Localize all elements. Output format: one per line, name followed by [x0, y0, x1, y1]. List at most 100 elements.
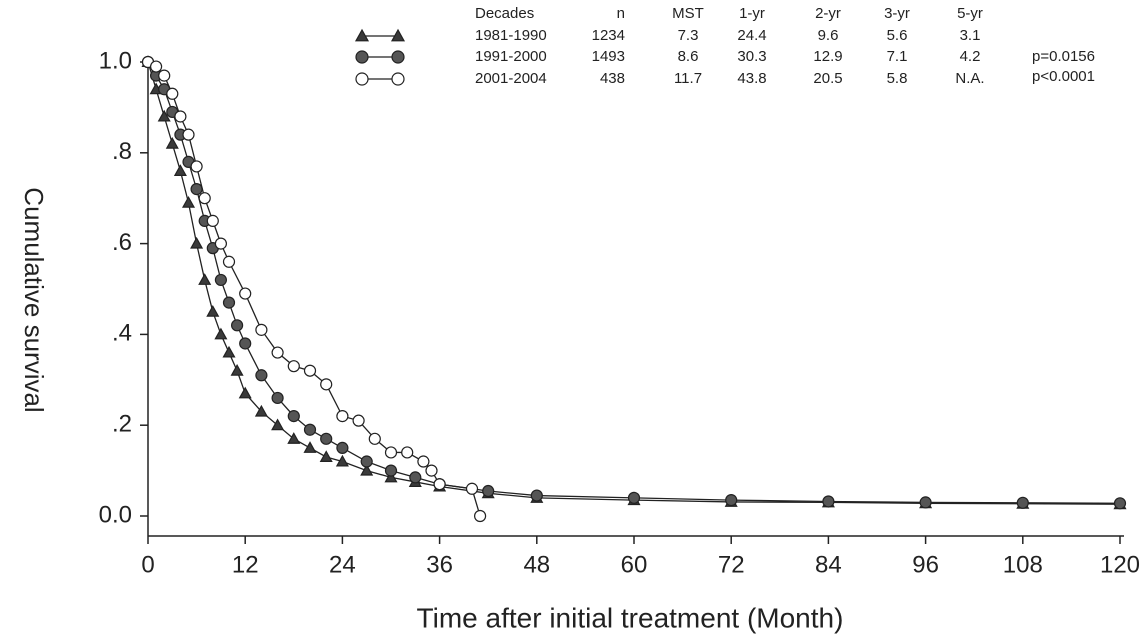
table-cell: 11.7: [674, 70, 702, 87]
marker: [231, 319, 244, 332]
x-tick-label: 48: [523, 551, 550, 578]
table-header: 3-yr: [884, 5, 910, 22]
table-cell: 1234: [592, 27, 625, 44]
marker: [401, 446, 414, 459]
marker: [474, 509, 487, 523]
y-tick-label: .6: [112, 229, 132, 256]
x-tick-label: 12: [232, 551, 259, 578]
table-cell: 1493: [592, 48, 625, 65]
table-header: Decades: [475, 5, 534, 22]
table-header: n: [617, 5, 625, 22]
table-cell: 7.1: [887, 48, 908, 65]
table-header: 5-yr: [957, 5, 983, 22]
marker: [384, 464, 398, 477]
table-cell: 4.2: [960, 48, 981, 65]
marker: [190, 183, 203, 196]
marker: [182, 128, 195, 141]
marker: [222, 255, 236, 268]
x-tick-label: 96: [912, 551, 939, 578]
marker: [214, 327, 228, 340]
marker: [254, 404, 268, 417]
marker: [336, 441, 349, 454]
marker: [165, 136, 179, 149]
x-tick-label: 0: [141, 551, 154, 578]
x-tick-label: 108: [1003, 551, 1043, 578]
y-tick-label: 1.0: [99, 47, 132, 74]
marker: [425, 464, 438, 477]
marker: [287, 432, 301, 444]
y-axis-label: Cumulative survival: [19, 187, 49, 412]
table-cell: 43.8: [737, 70, 766, 87]
legend-label: 2001-2004: [475, 70, 547, 87]
marker: [214, 273, 227, 287]
table-cell: 3.1: [960, 27, 981, 44]
marker: [255, 369, 268, 382]
marker: [320, 432, 333, 445]
table-cell: 20.5: [813, 70, 842, 87]
marker: [157, 109, 171, 122]
marker: [725, 494, 738, 507]
y-tick-label: .2: [112, 411, 132, 438]
marker: [214, 237, 227, 250]
marker: [239, 337, 252, 350]
marker: [360, 455, 373, 468]
marker: [271, 418, 285, 431]
marker: [822, 495, 835, 508]
marker: [174, 110, 187, 123]
p-value: p=0.0156: [1032, 48, 1095, 65]
table-cell: N.A.: [955, 70, 984, 87]
table-header: 2-yr: [815, 5, 841, 22]
x-tick-label: 36: [426, 551, 453, 578]
marker: [303, 441, 317, 453]
marker: [384, 470, 398, 483]
x-tick-label: 60: [621, 551, 648, 578]
marker: [409, 471, 422, 484]
marker: [319, 450, 333, 462]
table-cell: 9.6: [818, 27, 839, 44]
table-header: MST: [672, 5, 704, 22]
marker: [919, 496, 932, 509]
marker: [198, 273, 212, 285]
table-cell: 24.4: [737, 27, 766, 44]
x-tick-label: 120: [1100, 551, 1140, 578]
marker: [271, 391, 284, 405]
legend-label: 1991-2000: [475, 48, 547, 65]
marker: [1113, 497, 1127, 510]
marker: [482, 484, 495, 498]
marker: [1016, 496, 1029, 509]
marker: [206, 214, 219, 227]
marker: [417, 455, 430, 468]
marker: [222, 345, 236, 358]
survival-line: [147, 61, 481, 517]
marker: [336, 410, 349, 423]
marker: [627, 491, 641, 504]
y-tick-label: .4: [112, 320, 132, 347]
y-tick-label: 0.0: [99, 501, 132, 528]
marker: [303, 423, 317, 436]
marker: [198, 192, 211, 205]
p-value: p<0.0001: [1032, 68, 1095, 85]
marker: [355, 72, 369, 86]
marker: [530, 489, 543, 502]
x-axis-label: Time after initial treatment (Month): [417, 602, 844, 633]
marker: [368, 432, 381, 445]
marker: [360, 463, 374, 476]
marker: [352, 414, 365, 427]
x-tick-label: 84: [815, 551, 842, 578]
x-tick-label: 24: [329, 551, 356, 578]
legend-label: 1981-1990: [475, 27, 547, 44]
table-cell: 438: [600, 70, 625, 87]
table-header: 1-yr: [739, 5, 765, 22]
marker: [465, 482, 479, 495]
x-tick-label: 72: [718, 551, 745, 578]
marker: [384, 446, 398, 459]
marker: [150, 60, 163, 73]
marker: [222, 296, 236, 309]
table-cell: 30.3: [737, 48, 766, 65]
marker: [173, 164, 187, 176]
marker: [320, 378, 333, 391]
marker: [190, 160, 203, 173]
marker: [166, 87, 179, 100]
marker: [206, 304, 220, 317]
